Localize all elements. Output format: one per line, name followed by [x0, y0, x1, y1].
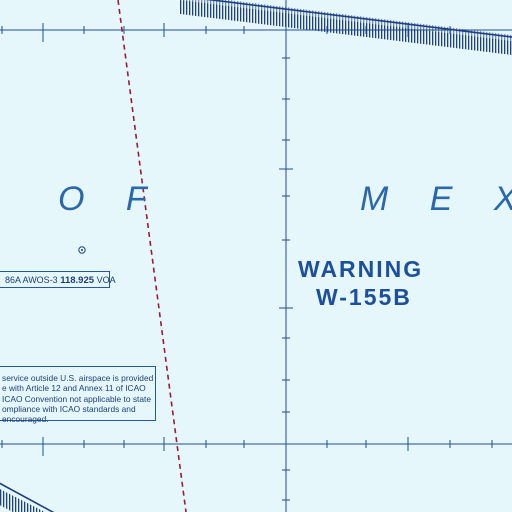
icao-note-box: service outside U.S. airspace is provide… — [0, 366, 156, 424]
awos-info-box: 86A AWOS-3 118.925 VOA — [0, 271, 116, 288]
airway-bottom-left — [0, 482, 55, 512]
awos-prefix: 86A AWOS-3 — [5, 275, 58, 285]
awos-text: 86A AWOS-3 118.925 VOA — [5, 275, 116, 286]
note-line-5: encouraged. — [2, 414, 49, 425]
note-line-3: ICAO Convention not applicable to state — [2, 393, 151, 404]
airway-top-right — [180, 0, 512, 56]
boundary-line — [117, 0, 187, 512]
icao-note-text: service outside U.S. airspace is provide… — [2, 373, 153, 424]
warning-area-id: W-155B — [316, 284, 412, 310]
water-label-right: M E X I C — [360, 180, 512, 218]
note-line-1: service outside U.S. airspace is provide… — [2, 373, 154, 383]
awos-suffix: VOA — [96, 275, 116, 285]
warning-label: WARNING — [298, 256, 424, 282]
awos-frequency: 118.925 — [60, 275, 95, 286]
water-label-left: O F — [58, 180, 163, 218]
graticule-ticks — [1, 23, 493, 501]
note-line-2: e with Article 12 and Annex 11 of ICAO — [2, 383, 146, 394]
note-line-4: ompliance with ICAO standards and — [2, 403, 136, 414]
airport-symbol-icon — [78, 246, 86, 254]
